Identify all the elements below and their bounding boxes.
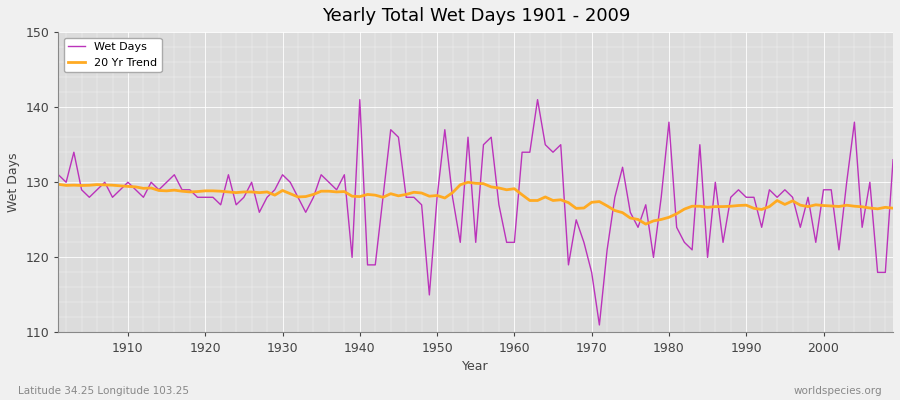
Text: Latitude 34.25 Longitude 103.25: Latitude 34.25 Longitude 103.25 bbox=[18, 386, 189, 396]
20 Yr Trend bbox=[887, 206, 898, 211]
20 Yr Trend bbox=[641, 222, 652, 226]
Title: Yearly Total Wet Days 1901 - 2009: Yearly Total Wet Days 1901 - 2009 bbox=[321, 7, 630, 25]
Wet Days bbox=[509, 240, 520, 245]
Line: Wet Days: Wet Days bbox=[58, 100, 893, 325]
Line: 20 Yr Trend: 20 Yr Trend bbox=[58, 182, 893, 224]
20 Yr Trend bbox=[53, 182, 64, 187]
Y-axis label: Wet Days: Wet Days bbox=[7, 152, 20, 212]
Wet Days bbox=[115, 187, 126, 192]
Text: worldspecies.org: worldspecies.org bbox=[794, 386, 882, 396]
Wet Days bbox=[355, 97, 365, 102]
20 Yr Trend bbox=[463, 180, 473, 185]
Wet Days bbox=[331, 187, 342, 192]
Wet Days bbox=[517, 150, 527, 155]
20 Yr Trend bbox=[517, 192, 527, 197]
Wet Days bbox=[617, 165, 628, 170]
20 Yr Trend bbox=[331, 190, 342, 194]
20 Yr Trend bbox=[285, 191, 296, 196]
20 Yr Trend bbox=[115, 184, 126, 188]
Legend: Wet Days, 20 Yr Trend: Wet Days, 20 Yr Trend bbox=[64, 38, 161, 72]
Wet Days bbox=[285, 180, 296, 185]
X-axis label: Year: Year bbox=[463, 360, 489, 373]
Wet Days bbox=[887, 157, 898, 162]
20 Yr Trend bbox=[609, 208, 620, 213]
Wet Days bbox=[53, 172, 64, 177]
Wet Days bbox=[594, 322, 605, 327]
20 Yr Trend bbox=[509, 186, 520, 191]
